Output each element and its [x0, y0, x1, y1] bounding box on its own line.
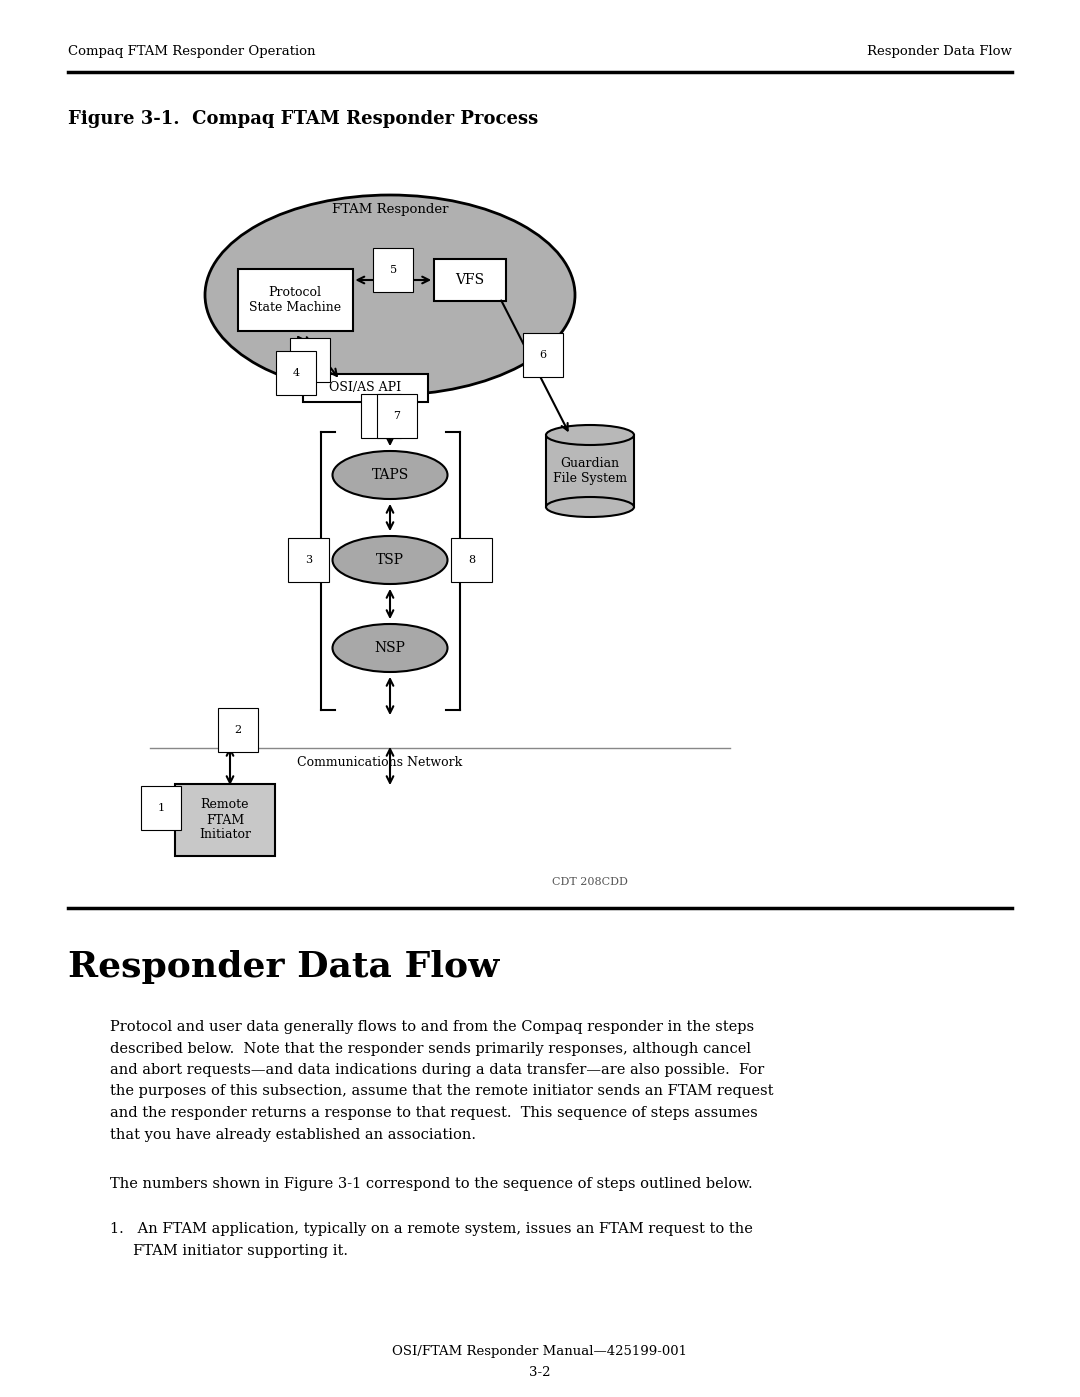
- Ellipse shape: [546, 497, 634, 517]
- Text: CDT 208CDD: CDT 208CDD: [552, 877, 627, 887]
- Text: Communications Network: Communications Network: [297, 756, 462, 768]
- Text: 2: 2: [234, 725, 242, 735]
- Text: TAPS: TAPS: [372, 468, 408, 482]
- Text: OSI/FTAM Responder Manual—425199-001: OSI/FTAM Responder Manual—425199-001: [392, 1345, 688, 1358]
- FancyBboxPatch shape: [175, 784, 275, 856]
- Text: 6: 6: [539, 351, 546, 360]
- Text: The numbers shown in Figure 3-1 correspond to the sequence of steps outlined bel: The numbers shown in Figure 3-1 correspo…: [110, 1178, 753, 1192]
- Text: 4: 4: [293, 367, 299, 379]
- Ellipse shape: [205, 196, 575, 395]
- Text: and the responder returns a response to that request.  This sequence of steps as: and the responder returns a response to …: [110, 1106, 758, 1120]
- Text: described below.  Note that the responder sends primarily responses, although ca: described below. Note that the responder…: [110, 1042, 751, 1056]
- Text: Remote
FTAM
Initiator: Remote FTAM Initiator: [199, 799, 251, 841]
- Text: VFS: VFS: [456, 272, 485, 286]
- Text: Figure 3-1.  Compaq FTAM Responder Process: Figure 3-1. Compaq FTAM Responder Proces…: [68, 110, 538, 129]
- Text: FTAM initiator supporting it.: FTAM initiator supporting it.: [110, 1243, 348, 1257]
- FancyBboxPatch shape: [302, 374, 428, 402]
- Ellipse shape: [333, 624, 447, 672]
- Text: and abort requests—and data indications during a data transfer—are also possible: and abort requests—and data indications …: [110, 1063, 765, 1077]
- Text: Protocol and user data generally flows to and from the Compaq responder in the s: Protocol and user data generally flows t…: [110, 1020, 754, 1034]
- Ellipse shape: [546, 425, 634, 446]
- Text: 3: 3: [305, 555, 312, 564]
- Text: the purposes of this subsection, assume that the remote initiator sends an FTAM : the purposes of this subsection, assume …: [110, 1084, 773, 1098]
- Text: OSI/AS API: OSI/AS API: [329, 381, 401, 394]
- Text: that you have already established an association.: that you have already established an ass…: [110, 1127, 476, 1141]
- Text: TSP: TSP: [376, 553, 404, 567]
- Text: 3-2: 3-2: [529, 1366, 551, 1379]
- Text: NSP: NSP: [375, 641, 405, 655]
- Text: Responder Data Flow: Responder Data Flow: [68, 950, 499, 983]
- FancyBboxPatch shape: [238, 270, 352, 331]
- Text: Compaq FTAM Responder Operation: Compaq FTAM Responder Operation: [68, 45, 315, 59]
- Text: 4: 4: [377, 411, 384, 420]
- Text: Guardian
File System: Guardian File System: [553, 457, 627, 485]
- FancyBboxPatch shape: [546, 434, 634, 507]
- Text: Responder Data Flow: Responder Data Flow: [867, 45, 1012, 59]
- Text: FTAM Responder: FTAM Responder: [332, 204, 448, 217]
- FancyBboxPatch shape: [434, 258, 507, 300]
- Text: Protocol
State Machine: Protocol State Machine: [248, 286, 341, 314]
- Text: 7: 7: [307, 355, 313, 365]
- Text: 1: 1: [158, 803, 164, 813]
- Ellipse shape: [333, 451, 447, 499]
- Ellipse shape: [333, 536, 447, 584]
- Text: 1.   An FTAM application, typically on a remote system, issues an FTAM request t: 1. An FTAM application, typically on a r…: [110, 1222, 753, 1236]
- Text: 7: 7: [393, 411, 401, 420]
- Text: 8: 8: [468, 555, 475, 564]
- Text: 5: 5: [390, 265, 396, 275]
